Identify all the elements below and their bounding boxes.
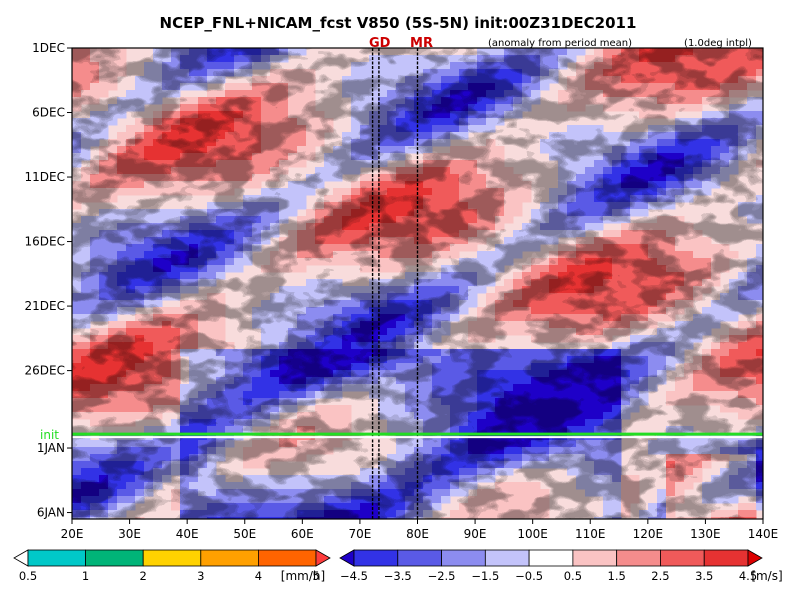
- wind-label: −4.5: [340, 569, 368, 583]
- colorbar-precip-unit: [mm/h]: [281, 569, 325, 583]
- x-tick-label: 100E: [517, 527, 548, 541]
- x-tick-label: 70E: [348, 527, 371, 541]
- x-tick-label: 30E: [118, 527, 141, 541]
- colorbar-wind-unit: [m/s]: [751, 569, 782, 583]
- precip-label: 0.5: [19, 569, 37, 583]
- chart-title: NCEP_FNL+NICAM_fcst V850 (5S-5N) init:00…: [160, 14, 637, 32]
- wind-label: −2.5: [428, 569, 456, 583]
- plot-area: [72, 48, 763, 519]
- precip-swatch-low: [13, 549, 29, 567]
- x-tick-label: 120E: [633, 527, 664, 541]
- precip-swatch: [200, 549, 259, 567]
- y-tick-label: 26DEC: [25, 364, 65, 378]
- x-axis: 20E 30E 40E 50E 60E 70E 80E 90E 100E 110E 120E 130E…: [61, 519, 779, 541]
- x-tick-label: 80E: [406, 527, 429, 541]
- x-tick-label: 140E: [748, 527, 779, 541]
- precip-swatch: [27, 549, 86, 567]
- wind-label: −1.5: [471, 569, 499, 583]
- x-tick-label: 130E: [690, 527, 721, 541]
- chart-subtitle-right: (1.0deg intpl): [684, 38, 752, 49]
- y-tick-label: 6JAN: [37, 506, 65, 520]
- wind-label: 2.5: [651, 569, 669, 583]
- marker-label-gd: GD: [369, 36, 391, 51]
- marker-labels: GD MR: [369, 36, 433, 51]
- y-tick-label: 1JAN: [37, 441, 65, 455]
- y-tick-label: 16DEC: [25, 235, 65, 249]
- y-tick-label: 11DEC: [25, 170, 65, 184]
- precip-swatch: [257, 549, 317, 567]
- wind-swatch-low: [339, 549, 355, 567]
- wind-swatch: [660, 549, 705, 567]
- wind-swatch: [484, 549, 530, 567]
- y-tick-label: 1DEC: [32, 41, 65, 55]
- chart-subtitle-left: (anomaly from period mean): [488, 38, 632, 49]
- wind-swatch-high: [747, 549, 763, 567]
- wind-swatch: [572, 549, 618, 567]
- x-tick-label: 40E: [176, 527, 199, 541]
- wind-label: 0.5: [564, 569, 582, 583]
- init-label: init: [40, 428, 59, 442]
- precip-swatch: [85, 549, 144, 567]
- wind-label: 4.5: [739, 569, 757, 583]
- wind-label: 1.5: [608, 569, 626, 583]
- wind-swatch: [441, 549, 486, 567]
- precip-swatch: [142, 549, 202, 567]
- precip-label: 3: [197, 569, 204, 583]
- marker-label-mr: MR: [410, 36, 433, 51]
- wind-label: −3.5: [384, 569, 412, 583]
- colorbar-wind: −4.5 −3.5 −2.5 −1.5 −0.5 0.5 1.5 2.5 3.5 4.5: [339, 549, 763, 583]
- init-line-group: [72, 432, 763, 439]
- precip-swatch-high: [315, 549, 331, 567]
- precip-label: 4: [255, 569, 262, 583]
- x-tick-label: 20E: [61, 527, 84, 541]
- wind-label: −0.5: [515, 569, 543, 583]
- x-tick-label: 50E: [233, 527, 256, 541]
- x-tick-label: 60E: [291, 527, 314, 541]
- wind-swatch: [528, 549, 574, 567]
- wind-swatch: [703, 549, 749, 567]
- y-tick-label: 21DEC: [25, 299, 65, 313]
- x-tick-label: 90E: [464, 527, 487, 541]
- wind-label: 3.5: [695, 569, 713, 583]
- marker-lines: [371, 48, 419, 519]
- colorbar-precipitation: 0.5 1 2 3 4 5: [13, 549, 331, 583]
- wind-swatch: [397, 549, 442, 567]
- precip-label: 5: [312, 569, 319, 583]
- y-tick-label: 6DEC: [32, 106, 65, 120]
- y-axis: 1DEC 6DEC 11DEC 16DEC 21DEC 26DEC 1JAN 6JAN: [25, 41, 72, 520]
- precip-label: 2: [140, 569, 147, 583]
- x-tick-label: 110E: [575, 527, 606, 541]
- wind-swatch: [616, 549, 661, 567]
- precip-label: 1: [82, 569, 89, 583]
- wind-swatch: [353, 549, 399, 567]
